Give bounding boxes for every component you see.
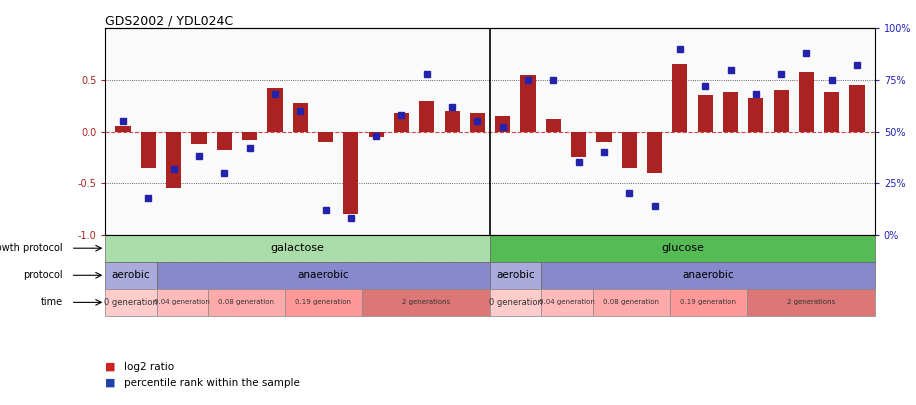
Bar — [318, 132, 333, 142]
Bar — [541, 289, 593, 316]
Bar — [394, 113, 409, 132]
Bar — [647, 132, 662, 173]
Text: galactose: galactose — [271, 243, 324, 253]
Bar — [166, 132, 181, 188]
Bar — [596, 132, 612, 142]
Text: time: time — [41, 297, 63, 307]
Bar — [546, 119, 561, 132]
Bar — [105, 234, 490, 262]
Bar — [824, 92, 839, 132]
Text: 2 generations: 2 generations — [402, 299, 450, 305]
Bar — [242, 132, 257, 140]
Bar — [748, 98, 763, 132]
Text: GDS2002 / YDL024C: GDS2002 / YDL024C — [105, 14, 234, 27]
Text: 0.08 generation: 0.08 generation — [603, 299, 660, 305]
Bar — [520, 75, 536, 132]
Bar — [141, 132, 156, 168]
Text: 0.04 generation: 0.04 generation — [155, 299, 210, 305]
Bar — [157, 262, 490, 289]
Bar — [470, 113, 485, 132]
Bar — [773, 90, 789, 132]
Text: glucose: glucose — [661, 243, 703, 253]
Text: growth protocol: growth protocol — [0, 243, 63, 253]
Bar — [344, 132, 358, 214]
Text: 0 generation: 0 generation — [489, 298, 542, 307]
Text: ■: ■ — [105, 378, 115, 388]
Bar — [362, 289, 490, 316]
Bar — [217, 132, 232, 150]
Text: aerobic: aerobic — [112, 270, 150, 280]
Bar — [191, 132, 207, 144]
Bar — [420, 100, 434, 132]
Bar — [698, 96, 713, 132]
Bar — [292, 102, 308, 132]
Bar — [672, 64, 688, 132]
Bar — [267, 88, 282, 132]
Bar — [747, 289, 875, 316]
Bar — [490, 262, 541, 289]
Text: anaerobic: anaerobic — [682, 270, 734, 280]
Text: ■: ■ — [105, 362, 115, 371]
Bar — [157, 289, 208, 316]
Bar — [849, 85, 865, 132]
Bar — [723, 92, 738, 132]
Bar — [622, 132, 637, 168]
Text: anaerobic: anaerobic — [298, 270, 349, 280]
Bar — [593, 289, 670, 316]
Bar — [799, 72, 814, 132]
Bar — [541, 262, 875, 289]
Bar — [571, 132, 586, 157]
Text: log2 ratio: log2 ratio — [124, 362, 174, 371]
Bar — [208, 289, 285, 316]
Bar — [105, 262, 157, 289]
Bar — [490, 289, 541, 316]
Bar — [670, 289, 747, 316]
Bar — [444, 111, 460, 132]
Text: 2 generations: 2 generations — [787, 299, 834, 305]
Bar — [285, 289, 362, 316]
Text: aerobic: aerobic — [496, 270, 535, 280]
Text: 0.19 generation: 0.19 generation — [295, 299, 352, 305]
Bar — [115, 126, 131, 132]
Bar — [368, 132, 384, 136]
Bar — [490, 234, 875, 262]
Bar — [105, 289, 157, 316]
Text: percentile rank within the sample: percentile rank within the sample — [124, 378, 300, 388]
Text: 0 generation: 0 generation — [104, 298, 158, 307]
Text: 0.08 generation: 0.08 generation — [218, 299, 275, 305]
Text: 0.04 generation: 0.04 generation — [540, 299, 594, 305]
Text: protocol: protocol — [24, 270, 63, 280]
Text: 0.19 generation: 0.19 generation — [680, 299, 736, 305]
Bar — [496, 116, 510, 132]
